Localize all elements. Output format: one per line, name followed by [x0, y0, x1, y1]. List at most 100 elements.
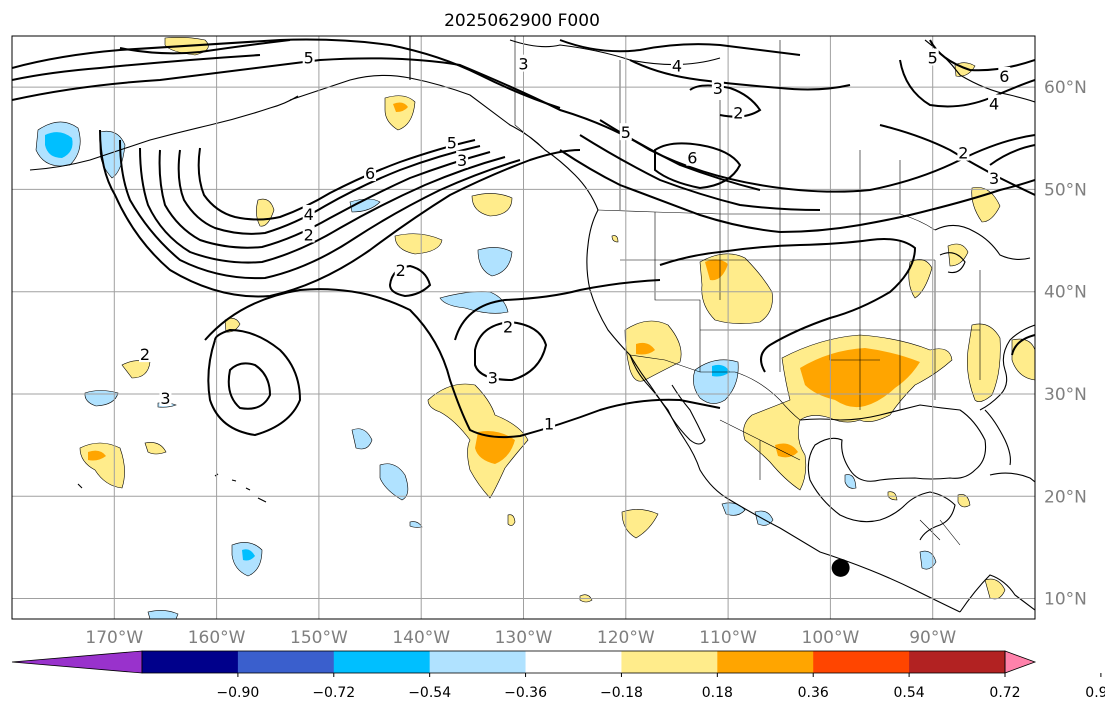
contour-line [119, 139, 521, 280]
contour-label-halo [670, 56, 683, 74]
contour-label: 3 [488, 369, 498, 388]
contour-line [879, 124, 1035, 196]
contour-label-halo [502, 317, 515, 335]
contour-label: 3 [457, 151, 467, 170]
aleutian-chain [29, 95, 299, 171]
colorbar-tick-label: −0.54 [408, 685, 451, 701]
cuba [989, 472, 1035, 483]
shade-patch [224, 317, 241, 333]
contour-line [158, 149, 491, 249]
shade-patch [471, 193, 513, 217]
contour-label-halo [998, 66, 1011, 84]
contour-label: 4 [989, 95, 999, 114]
contour-line [197, 139, 476, 221]
contour-line [139, 147, 506, 264]
contour-label-halo [302, 48, 315, 66]
contour-label-halo [686, 148, 699, 166]
contour-label-halo [619, 123, 632, 141]
shade-patch [477, 247, 513, 277]
contour-lines [12, 38, 1035, 439]
contour-line [119, 39, 291, 55]
baja-california [629, 354, 706, 445]
contour-label: 4 [672, 57, 682, 76]
shade-patch [351, 428, 373, 450]
colorbar-tick-label: −0.36 [504, 685, 547, 701]
shade-patch [394, 233, 443, 255]
lon-tick-label: 120°W [597, 628, 655, 648]
contour-line [559, 149, 1035, 234]
contour-label: 2 [140, 345, 150, 364]
shade-patch [919, 550, 937, 570]
contour-line [579, 134, 821, 211]
colorbar-box [717, 651, 814, 673]
shade-patch [45, 132, 73, 158]
colorbar-box [525, 651, 622, 673]
florida [984, 409, 1011, 466]
colorbar-extend-low [11, 650, 143, 674]
shade-patch [88, 450, 106, 461]
shade-patch [775, 443, 798, 458]
contour-label-halo [138, 345, 151, 363]
colorbar-box [909, 651, 1006, 673]
shade-patch [611, 235, 619, 243]
contour-line [177, 145, 481, 235]
colorbar-tick-label: 0.90 [1085, 685, 1105, 701]
mexico-state-lines [719, 419, 961, 546]
contour-line [629, 59, 851, 91]
contour-line [454, 279, 661, 341]
contour-line [99, 129, 581, 298]
colorbar-tick-label: 0.18 [702, 685, 733, 701]
contour-label: 5 [447, 133, 457, 152]
colorbar-tick-label: −0.18 [600, 685, 643, 701]
alaska-coast [289, 74, 599, 211]
colorbar-box [237, 651, 335, 673]
longitude-axis: 170°W 160°W 150°W 140°W 130°W 120°W 110°W 100°W… [85, 628, 956, 648]
lat-tick-label: 20°N [1044, 487, 1087, 507]
shade-patch [712, 364, 730, 377]
shade-patch [636, 342, 655, 355]
yucatan [904, 491, 956, 541]
contour-label: 2 [733, 104, 743, 123]
lat-tick-label: 50°N [1044, 180, 1087, 200]
shade-patch [967, 323, 1001, 402]
contour-line [12, 38, 561, 109]
location-marker [831, 558, 850, 577]
shade-patch [507, 514, 516, 526]
shade-patch [393, 102, 408, 112]
us-state-lines [620, 212, 981, 410]
colorbar-box [621, 651, 718, 673]
contour-label: 6 [687, 149, 697, 168]
contour-label: 2 [304, 225, 314, 244]
contour-label: 3 [989, 169, 999, 188]
contour-label-halo [364, 164, 377, 182]
east-coast [979, 324, 1035, 411]
contour-line [559, 39, 801, 56]
colorbar-box [333, 651, 431, 673]
west-coast [586, 209, 961, 613]
colorbar-extend-high [1004, 650, 1037, 674]
contour-line [12, 57, 1035, 193]
lat-tick-label: 60°N [1044, 78, 1087, 98]
lat-tick-label: 40°N [1044, 283, 1087, 303]
map-frame [11, 35, 1036, 620]
shade-patch [475, 431, 515, 464]
gridlines [12, 36, 1035, 619]
colorbar-tick-label: 0.72 [989, 685, 1020, 701]
contour-label-halo [302, 225, 315, 243]
shade-patch [379, 463, 409, 501]
contour-label: 3 [160, 389, 170, 408]
colorbar-box [142, 651, 239, 673]
great-lakes [934, 224, 1031, 274]
shade-patch [844, 474, 857, 489]
contour-label-halo [394, 261, 407, 279]
colorbar-box [813, 651, 910, 673]
contour-line [1011, 334, 1035, 356]
lat-tick-label: 30°N [1044, 385, 1087, 405]
contour-label: 3 [518, 55, 528, 74]
contour-label: 4 [304, 205, 314, 224]
contour-label: 3 [713, 79, 723, 98]
contour-label-halo [456, 150, 469, 168]
shade-patch [705, 259, 728, 281]
